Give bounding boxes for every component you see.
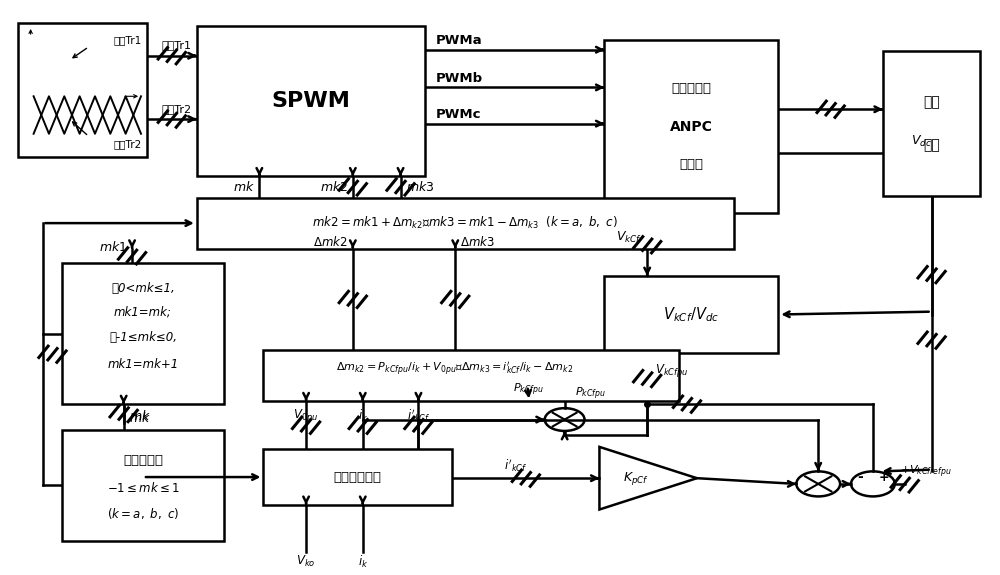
Text: $P_{kCfpu}$: $P_{kCfpu}$	[513, 382, 544, 398]
Bar	[197, 25, 425, 177]
Text: -: -	[857, 470, 863, 484]
Text: PWMa: PWMa	[435, 34, 482, 47]
Bar	[263, 350, 679, 401]
Text: $V_{ko}$: $V_{ko}$	[296, 554, 316, 569]
Text: 载波Tr2: 载波Tr2	[114, 139, 142, 149]
Text: SPWM: SPWM	[272, 91, 350, 111]
Text: $V_{0pu}$: $V_{0pu}$	[293, 407, 319, 424]
Text: $\Delta m_{k2}=P_{kCfpu}/i_k+V_{0pu}$，$\Delta m_{k3}=i^{\prime}_{kCf}/i_k-\Delta: $\Delta m_{k2}=P_{kCfpu}/i_k+V_{0pu}$，$\…	[336, 361, 573, 378]
Text: 逆变器: 逆变器	[679, 158, 703, 171]
Text: $\Delta mk2$: $\Delta mk2$	[313, 235, 348, 249]
Text: $K_{pCf}$: $K_{pCf}$	[623, 470, 650, 486]
Text: PWMc: PWMc	[435, 108, 481, 121]
Text: $mk2=mk1+\Delta m_{k2}$，$mk3=mk1-\Delta m_{k3}$  $(k=a,\ b,\ c)$: $mk2=mk1+\Delta m_{k2}$，$mk3=mk1-\Delta …	[312, 215, 618, 231]
Text: $V_{kCf}$: $V_{kCf}$	[616, 231, 642, 246]
Bar	[263, 449, 452, 505]
Text: 三相: 三相	[923, 95, 940, 109]
Text: 解耦约束条件: 解耦约束条件	[334, 470, 382, 484]
Bar	[62, 430, 224, 541]
Text: $mk2$: $mk2$	[320, 180, 348, 194]
Text: mk1=mk+1: mk1=mk+1	[107, 358, 179, 371]
Text: 负载: 负载	[923, 139, 940, 152]
Text: PWMb: PWMb	[435, 72, 482, 85]
Text: $mk$: $mk$	[233, 180, 254, 194]
Text: 当0<mk≤1,: 当0<mk≤1,	[111, 282, 175, 295]
Bar	[18, 22, 147, 156]
Text: $-1\leq mk\leq 1$: $-1\leq mk\leq 1$	[107, 481, 179, 494]
Text: 当-1≤mk≤0,: 当-1≤mk≤0,	[109, 331, 177, 344]
Bar	[883, 51, 980, 196]
Text: $\Delta mk3$: $\Delta mk3$	[460, 235, 495, 249]
Text: $P_{kCfpu}$: $P_{kCfpu}$	[575, 386, 605, 402]
Text: $(k=a,\ b,\ c)$: $(k=a,\ b,\ c)$	[107, 505, 179, 520]
Text: $i'_{kCf}$: $i'_{kCf}$	[407, 407, 430, 424]
Bar	[604, 276, 778, 353]
Text: 原始调制波: 原始调制波	[123, 454, 163, 467]
Text: 载波Tr1: 载波Tr1	[114, 34, 142, 45]
Bar	[62, 263, 224, 404]
Text: $mk$: $mk$	[129, 409, 150, 423]
Text: $mk$: $mk$	[129, 412, 150, 426]
Text: +: +	[879, 470, 889, 484]
Text: $V_{dc}$: $V_{dc}$	[911, 134, 932, 149]
Text: $mk3$: $mk3$	[406, 180, 434, 194]
Bar	[197, 197, 734, 249]
Text: 载波Tr2: 载波Tr2	[162, 104, 192, 114]
Bar	[604, 40, 778, 213]
Text: 载波Tr1: 载波Tr1	[162, 40, 192, 51]
Text: $V_{kCfpu}$: $V_{kCfpu}$	[655, 362, 689, 378]
Text: ANPC: ANPC	[670, 120, 713, 133]
Text: $i_k$: $i_k$	[358, 408, 368, 424]
Text: $i'_{kCf}$: $i'_{kCf}$	[504, 457, 528, 474]
Text: 三相五电平: 三相五电平	[671, 82, 711, 95]
Text: $V_{kCf}/V_{dc}$: $V_{kCf}/V_{dc}$	[663, 305, 719, 324]
Text: $+V_{kCfrefpu}$: $+V_{kCfrefpu}$	[900, 463, 952, 480]
Text: mk1=mk;: mk1=mk;	[114, 306, 172, 319]
Text: $i_k$: $i_k$	[358, 554, 368, 570]
Text: $mk1$: $mk1$	[99, 240, 127, 254]
